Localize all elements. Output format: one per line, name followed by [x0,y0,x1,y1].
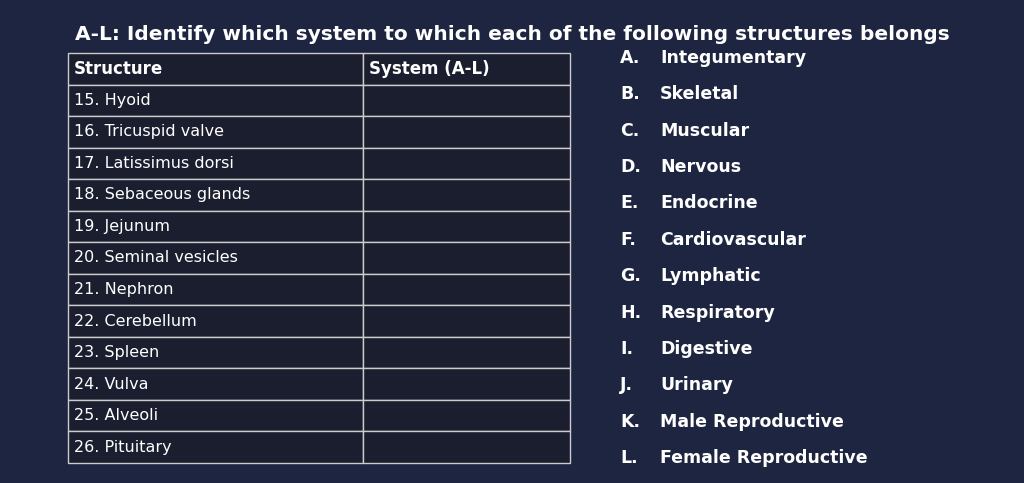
Text: 20. Seminal vesicles: 20. Seminal vesicles [74,251,238,266]
Text: Digestive: Digestive [660,340,753,358]
Text: E.: E. [620,195,638,213]
Text: 25. Alveoli: 25. Alveoli [74,408,158,423]
Text: Endocrine: Endocrine [660,195,758,213]
Bar [362,242,570,274]
Bar [68,179,362,211]
Bar [362,369,570,400]
Bar [362,431,570,463]
Text: K.: K. [620,412,640,431]
Bar [362,85,570,116]
Text: C.: C. [620,122,639,140]
Bar [362,148,570,179]
Text: Lymphatic: Lymphatic [660,267,761,285]
Bar [68,337,362,369]
Bar [68,148,362,179]
Text: H.: H. [620,303,641,322]
Bar [362,337,570,369]
Bar [362,116,570,148]
Bar [68,116,362,148]
Bar [362,53,570,85]
Bar [362,179,570,211]
Text: D.: D. [620,158,641,176]
Text: 15. Hyoid: 15. Hyoid [74,93,151,108]
Bar [68,53,362,85]
Text: 16. Tricuspid valve: 16. Tricuspid valve [74,124,224,140]
Text: Muscular: Muscular [660,122,750,140]
Text: Respiratory: Respiratory [660,303,775,322]
Text: G.: G. [620,267,641,285]
Bar [362,400,570,431]
Text: L.: L. [620,449,638,467]
Text: I.: I. [620,340,633,358]
Text: J.: J. [620,376,633,394]
Text: Cardiovascular: Cardiovascular [660,231,806,249]
Bar [362,305,570,337]
Bar [68,242,362,274]
Bar [68,85,362,116]
Text: Female Reproductive: Female Reproductive [660,449,867,467]
Text: F.: F. [620,231,636,249]
Text: B.: B. [620,85,640,103]
Bar [362,211,570,242]
Text: A.: A. [620,49,640,67]
Text: Structure: Structure [74,60,163,78]
Bar [362,274,570,305]
Bar [68,274,362,305]
Text: A-L: Identify which system to which each of the following structures belongs: A-L: Identify which system to which each… [75,25,949,44]
Text: 24. Vulva: 24. Vulva [74,377,148,392]
Bar [68,211,362,242]
Text: 22. Cerebellum: 22. Cerebellum [74,313,197,328]
Text: 17. Latissimus dorsi: 17. Latissimus dorsi [74,156,233,171]
Text: 21. Nephron: 21. Nephron [74,282,173,297]
Text: 18. Sebaceous glands: 18. Sebaceous glands [74,187,250,202]
Bar [68,400,362,431]
Bar [68,305,362,337]
Text: 26. Pituitary: 26. Pituitary [74,440,172,455]
Text: Male Reproductive: Male Reproductive [660,412,844,431]
Text: Nervous: Nervous [660,158,741,176]
Text: 19. Jejunum: 19. Jejunum [74,219,170,234]
Bar [68,369,362,400]
Bar [68,431,362,463]
Text: Urinary: Urinary [660,376,733,394]
Text: Skeletal: Skeletal [660,85,739,103]
Text: Integumentary: Integumentary [660,49,806,67]
Text: System (A-L): System (A-L) [369,60,489,78]
Text: 23. Spleen: 23. Spleen [74,345,160,360]
